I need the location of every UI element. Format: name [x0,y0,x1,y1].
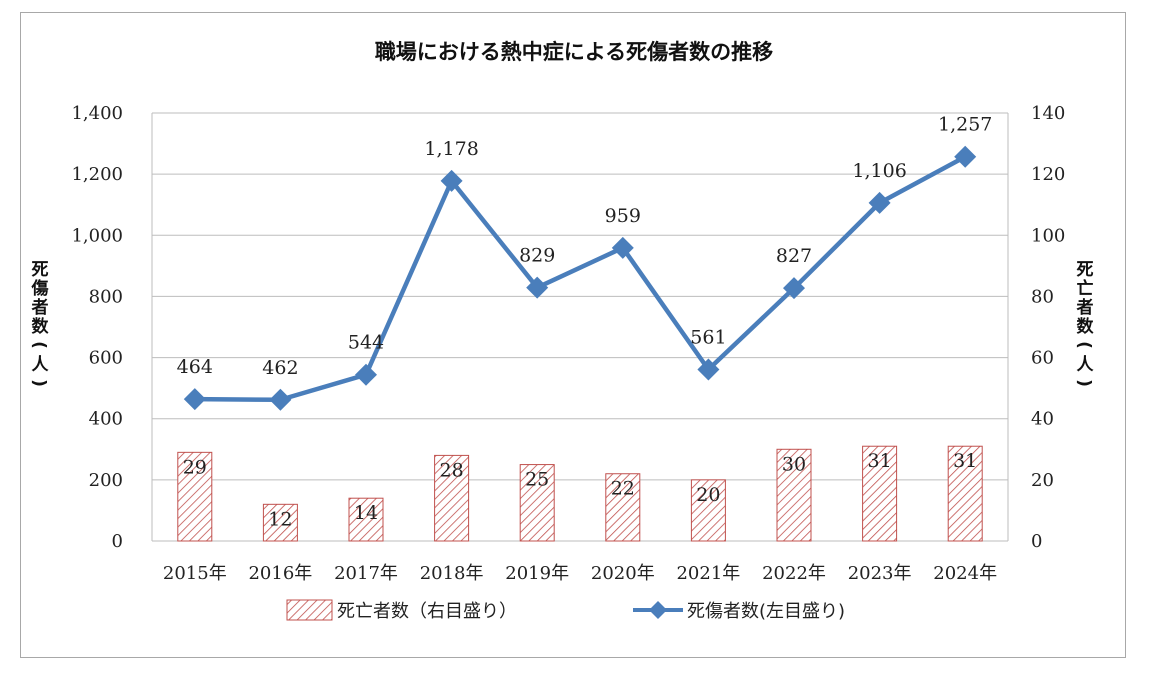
bar-data-label: 28 [440,459,464,481]
line-casualties [194,154,967,403]
legend-marker-casualties [649,601,667,619]
line-data-label: 544 [348,332,384,354]
y-tick-label-left: 1,000 [71,225,123,246]
line-marker [526,276,549,299]
bar-data-label: 25 [525,469,549,491]
bar-data-label: 20 [696,484,720,506]
bar-deaths [605,473,641,542]
bar-data-label: 22 [611,478,635,500]
y-tick-label-left: 1,200 [71,164,123,185]
x-tick-label: 2023年 [848,563,912,584]
x-tick-label: 2018年 [420,563,484,584]
line-data-label: 1,178 [424,138,478,160]
x-tick-label: 2020年 [591,563,655,584]
left-axis-ticks: 0 200 400 600 800 1,000 1,200 1,400 [71,103,123,552]
y-axis-label-left-char: 数 [32,316,50,337]
y-tick-label-left: 0 [112,531,123,552]
y-tick-label-right: 120 [1031,164,1065,185]
x-tick-label: 2016年 [248,563,312,584]
bar-deaths [177,451,213,542]
bar-data-label: 31 [953,450,977,472]
y-tick-label-left: 600 [89,348,123,369]
y-axis-label-right-char: 者 [1076,297,1094,318]
line-marker [868,191,891,214]
bar-data-label: 29 [183,456,207,478]
x-tick-label: 2017年 [334,563,398,584]
chart-title: 職場における熱中症による死傷者数の推移 [375,40,773,64]
y-tick-label-right: 80 [1031,286,1054,307]
bar-deaths [519,464,555,542]
line-data-label: 561 [690,326,726,348]
chart-frame: 職場における熱中症による死傷者数の推移 0 200 400 600 800 1,000 1,… [20,12,1126,658]
gridlines [151,112,1009,542]
y-tick-label-left: 1,400 [71,103,123,124]
x-tick-label: 2015年 [163,563,227,584]
line-data-label: 827 [776,245,812,267]
y-axis-label-left-char: 人 [32,355,50,375]
line-marker [783,277,805,300]
line-marker [697,358,720,381]
legend-label-casualties: 死傷者数(左目盛り) [687,601,845,622]
x-tick-label: 2022年 [762,563,826,584]
y-tick-label-right: 60 [1031,348,1054,369]
y-tick-label-right: 140 [1031,103,1065,124]
y-axis-label-left-char: 傷 [31,278,49,299]
legend: 死亡者数（右目盛り） 死傷者数(左目盛り) [286,599,845,622]
bars: 29 12 14 28 25 22 20 30 31 31 [177,445,983,542]
legend-label-deaths: 死亡者数（右目盛り） [337,601,517,622]
y-axis-label-left-char: 死 [32,260,49,280]
line-marker [954,145,977,168]
bar-deaths [434,454,470,542]
y-axis-label-right-char: ) [1074,379,1094,387]
right-axis-ticks: 0 20 40 60 80 100 120 140 [1031,103,1065,552]
bar-data-label: 12 [268,508,292,530]
line-marker [269,388,292,411]
bar-data-label: 31 [868,450,892,472]
y-tick-label-right: 20 [1031,470,1054,491]
line-marker [183,388,206,411]
line-data-label: 959 [605,205,641,227]
x-axis-ticks: 2015年 2016年 2017年 2018年 2019年 2020年 2021年 2022年… [163,563,997,584]
legend-swatch-deaths [286,599,333,621]
y-tick-label-right: 40 [1031,409,1054,430]
y-axis-label-right-char: ( [1074,341,1094,349]
x-tick-label: 2024年 [933,563,997,584]
y-axis-label-left: 死傷者数 ( 人) [29,260,50,387]
y-tick-label-right: 100 [1031,225,1065,246]
bar-deaths [862,445,898,542]
y-axis-label-left-char: ( [29,341,49,349]
bar-deaths [348,497,384,542]
y-axis-label-left-char: ) [29,379,49,387]
line-data-label: 1,106 [852,160,906,182]
x-tick-label: 2019年 [505,563,569,584]
line-marker [611,236,634,259]
line-marker [440,169,463,192]
y-axis-label-right-char: 死 [1077,260,1094,280]
y-tick-label-right: 0 [1031,531,1042,552]
bar-deaths [262,503,298,542]
y-axis-label-right-char: 亡 [1077,278,1094,299]
chart-canvas: 職場における熱中症による死傷者数の推移 02004006008001,0001,… [29,40,1095,622]
bar-deaths [690,479,726,542]
y-tick-label-left: 200 [89,470,123,491]
y-axis-label-right: 死亡者数 ( 人) [1074,260,1095,387]
line-marker [355,363,377,386]
y-tick-label-left: 400 [89,409,123,430]
line-data-label: 464 [177,356,213,378]
y-axis-label-right-char: 人 [1077,355,1095,375]
line-series: 464 462 544 1,178 829 959 561 827 1,106 1,257 [177,114,992,411]
line-data-label: 829 [519,245,555,267]
bar-data-label: 30 [782,453,806,475]
bar-deaths [776,448,812,542]
x-tick-label: 2021年 [676,563,740,584]
line-data-label: 462 [262,357,298,379]
y-axis-label-left-char: 者 [31,297,49,318]
line-data-label: 1,257 [938,114,992,136]
bar-data-label: 14 [354,502,378,524]
y-axis-label-right-char: 数 [1077,316,1095,337]
bar-deaths [947,445,983,542]
y-tick-label-left: 800 [89,286,123,307]
